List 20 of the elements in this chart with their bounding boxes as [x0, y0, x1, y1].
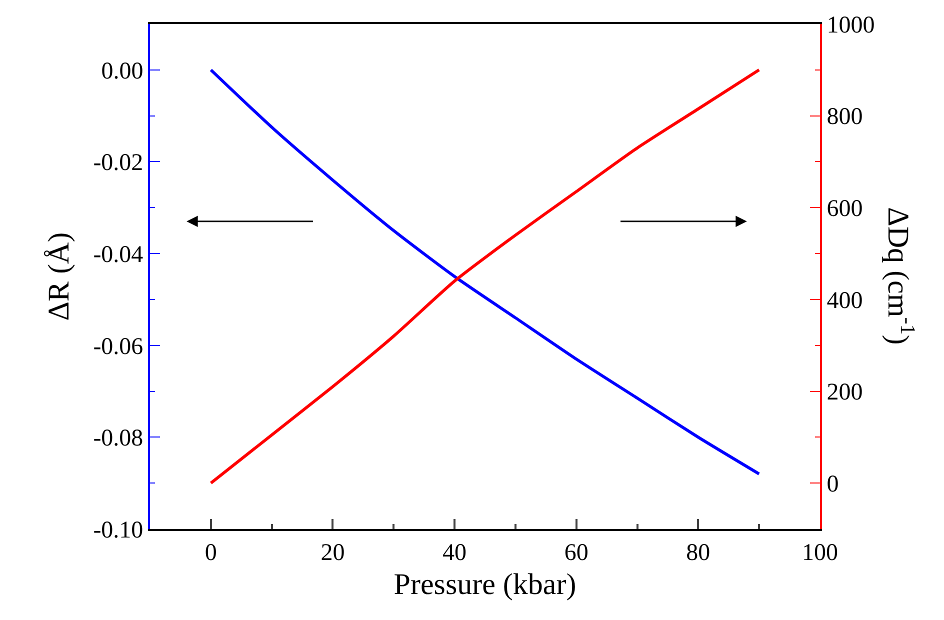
x-tick-label: 60 [564, 540, 588, 566]
x-tick-label: 100 [802, 540, 838, 566]
y2-tick-label: 0 [826, 471, 839, 498]
x-axis-title: Pressure (kbar) [394, 568, 576, 601]
y2-tick-label: 400 [826, 288, 863, 314]
y-tick-label: -0.04 [93, 242, 144, 268]
y2-tick-label: 800 [826, 104, 863, 130]
y-tick-label: -0.02 [93, 150, 144, 176]
x-tick-label: 80 [686, 540, 710, 566]
y-tick-label: 0.00 [101, 58, 144, 84]
x-tick-label: 40 [442, 540, 467, 566]
y-tick-label: -0.06 [93, 334, 144, 360]
y2-tick-label: 600 [826, 196, 863, 222]
y-tick-label: -0.10 [93, 517, 144, 544]
x-tick-label: 20 [320, 540, 345, 566]
y2-tick-label: 200 [826, 380, 863, 406]
y-axis-title: ΔR (Å) [42, 232, 76, 321]
y-tick-label: -0.08 [93, 426, 144, 452]
x-tick-label: 0 [204, 540, 217, 566]
y2-tick-label: 1000 [826, 12, 875, 38]
